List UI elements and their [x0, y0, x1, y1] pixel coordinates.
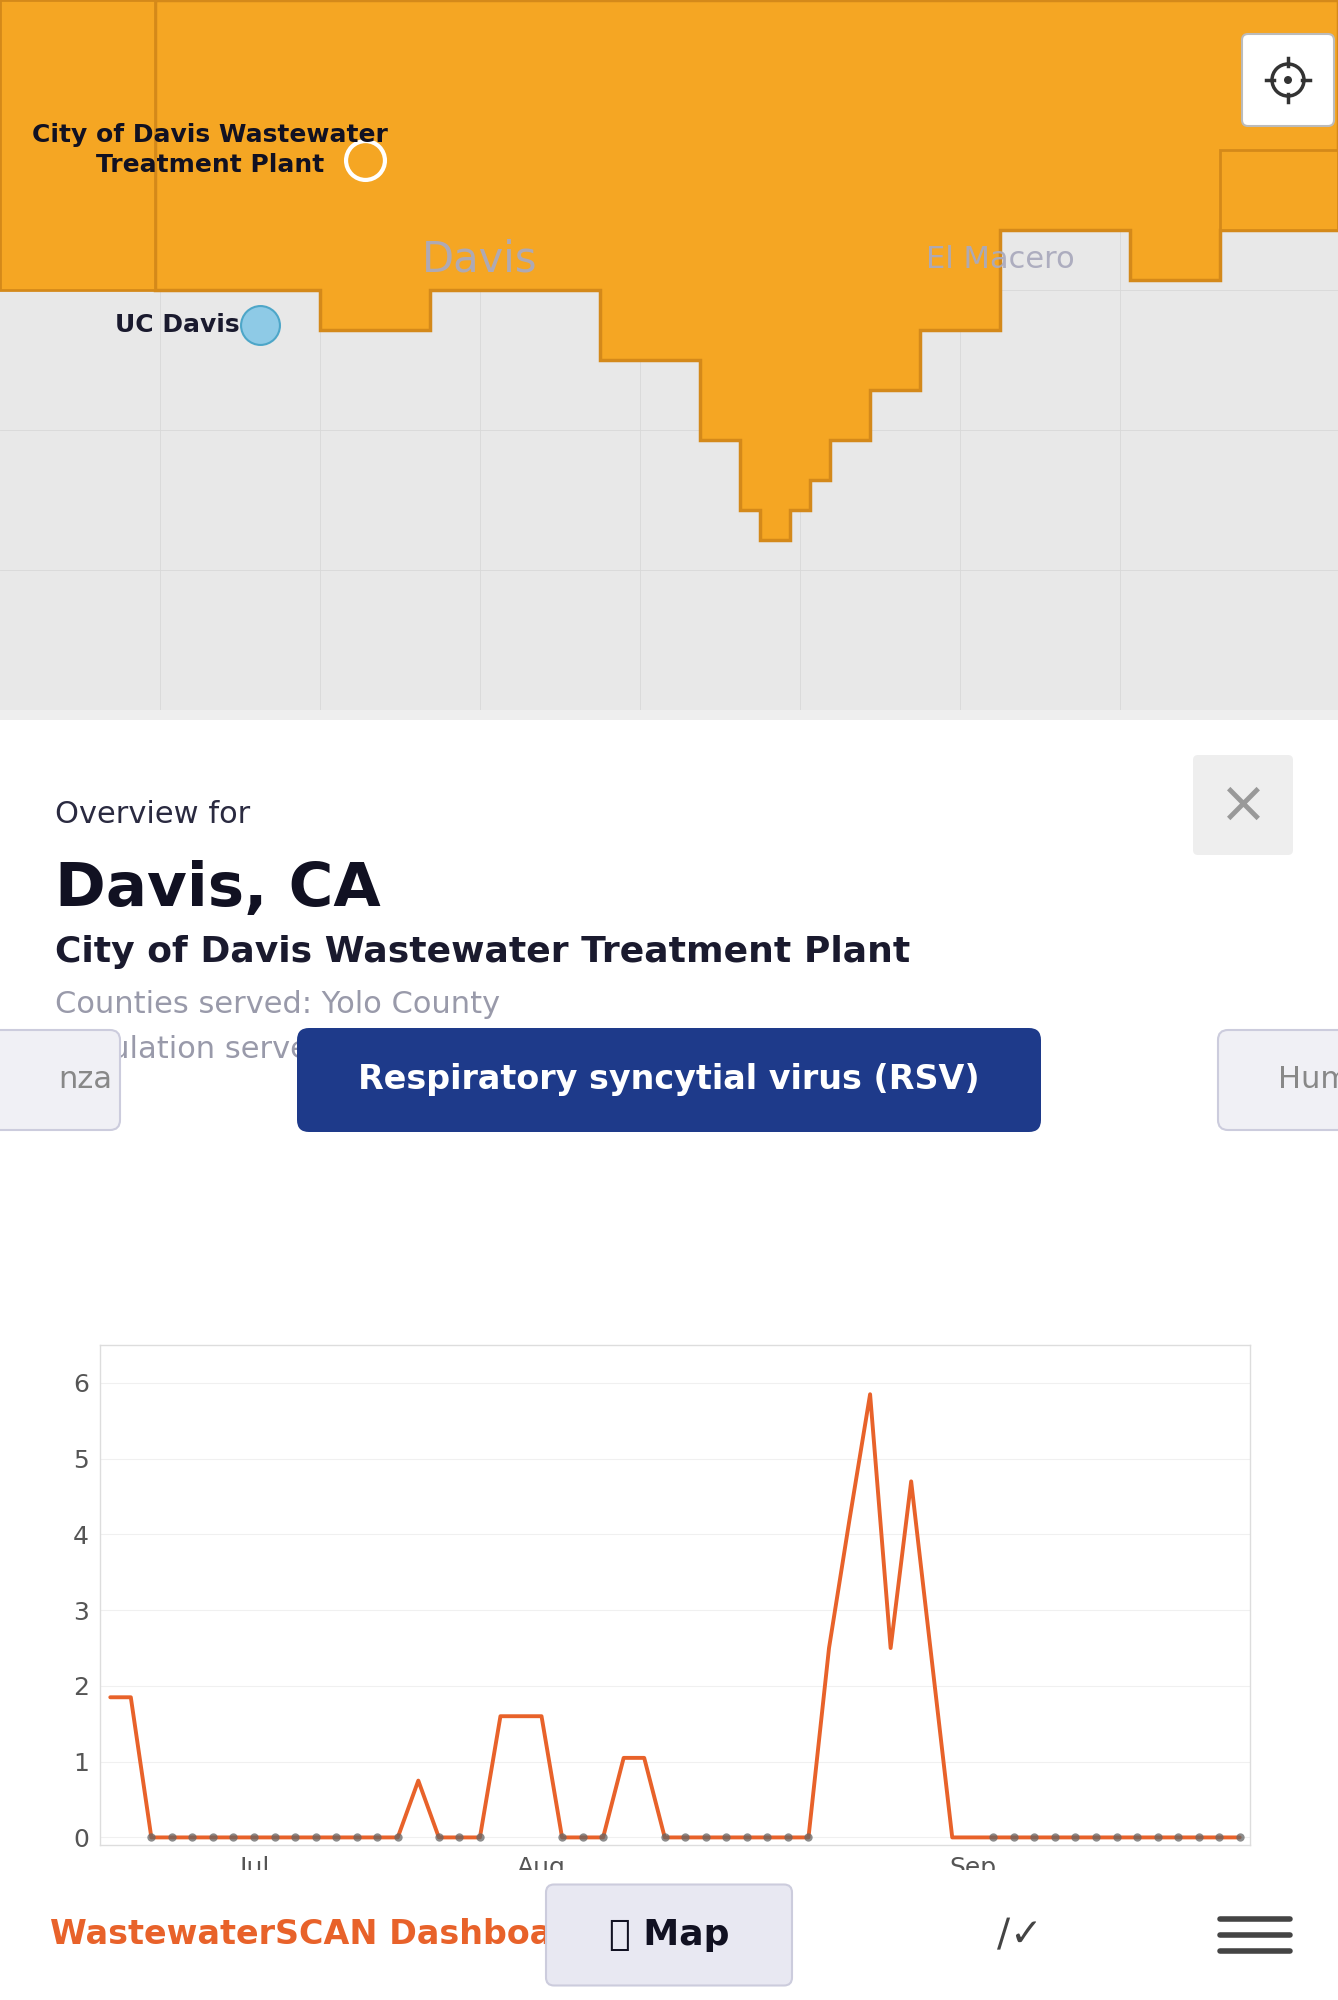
Text: Population served: 68,000: Population served: 68,000: [55, 1036, 455, 1064]
FancyBboxPatch shape: [0, 696, 1338, 1890]
Circle shape: [1284, 76, 1293, 84]
FancyBboxPatch shape: [1218, 1030, 1338, 1130]
Text: City of Davis Wastewater Treatment Plant: City of Davis Wastewater Treatment Plant: [55, 936, 910, 970]
Text: City of Davis Wastewater: City of Davis Wastewater: [32, 124, 388, 148]
FancyBboxPatch shape: [0, 1030, 120, 1130]
Text: Treatment Plant: Treatment Plant: [96, 154, 324, 178]
Polygon shape: [0, 0, 155, 290]
Text: Davis: Davis: [423, 238, 538, 280]
Polygon shape: [1220, 150, 1338, 230]
Text: UC Davis: UC Davis: [115, 312, 240, 336]
Polygon shape: [0, 0, 1338, 540]
Text: Counties served: Yolo County: Counties served: Yolo County: [55, 990, 500, 1020]
FancyBboxPatch shape: [297, 1028, 1041, 1132]
Text: Human: Human: [1278, 1066, 1338, 1094]
Text: WastewaterSCAN Dashboard: WastewaterSCAN Dashboard: [50, 1918, 593, 1952]
Text: 📍 Map: 📍 Map: [609, 1918, 729, 1952]
Text: El Macero: El Macero: [926, 246, 1074, 274]
Text: Davis, CA: Davis, CA: [55, 860, 380, 920]
Text: Overview for: Overview for: [55, 800, 250, 830]
Text: ∕✓: ∕✓: [997, 1916, 1042, 1954]
FancyBboxPatch shape: [1242, 34, 1334, 126]
FancyBboxPatch shape: [546, 1884, 792, 1986]
Text: Respiratory syncytial virus (RSV): Respiratory syncytial virus (RSV): [359, 1064, 979, 1096]
Text: ×: ×: [1219, 776, 1267, 834]
FancyBboxPatch shape: [1193, 756, 1293, 856]
Text: nza: nza: [58, 1066, 112, 1094]
